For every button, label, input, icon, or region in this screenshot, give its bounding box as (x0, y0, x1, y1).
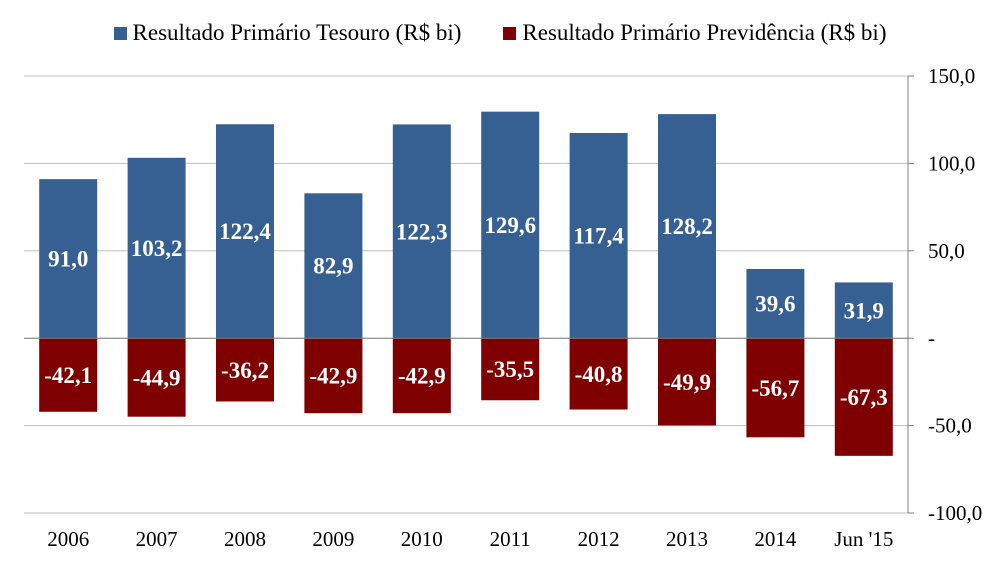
bar-previdencia (304, 338, 363, 414)
data-label-previdencia: -42,1 (44, 363, 92, 388)
bar-previdencia (569, 338, 628, 410)
bar-previdencia (481, 338, 540, 401)
legend-label-tesouro: Resultado Primário Tesouro (R$ bi) (132, 20, 462, 45)
data-label-tesouro: 122,4 (219, 219, 271, 244)
bar-tesouro (127, 157, 186, 339)
data-label-tesouro: 129,6 (484, 213, 536, 238)
legend-swatch-previdencia (503, 26, 517, 40)
y-tick-label: - (928, 326, 935, 350)
data-label-tesouro: 103,2 (131, 236, 183, 261)
x-tick-label: 2007 (136, 527, 178, 551)
bar-previdencia (39, 338, 98, 412)
x-tick-label: 2011 (490, 527, 531, 551)
data-label-tesouro: 117,4 (573, 224, 624, 249)
y-tick-label: 100,0 (928, 151, 975, 175)
bar-tesouro (834, 282, 893, 339)
x-tick-label: 2012 (578, 527, 620, 551)
data-label-tesouro: 82,9 (313, 254, 353, 279)
y-tick-label: 150,0 (928, 64, 975, 88)
data-label-previdencia: -56,7 (751, 376, 799, 401)
bar-tesouro (39, 179, 98, 339)
data-label-tesouro: 91,0 (48, 247, 88, 272)
data-label-previdencia: -35,5 (486, 357, 534, 382)
bar-previdencia (746, 338, 805, 438)
x-tick-label: Jun '15 (834, 527, 893, 551)
data-label-previdencia: -36,2 (221, 358, 269, 383)
y-tick-label: -100,0 (928, 501, 982, 525)
bar-tesouro (392, 124, 451, 339)
x-tick-label: 2006 (47, 527, 89, 551)
bar-previdencia (392, 338, 451, 414)
bar-tesouro (658, 114, 716, 339)
x-tick-label: 2014 (754, 527, 797, 551)
data-label-previdencia: -42,9 (309, 364, 357, 389)
bar-tesouro (216, 124, 274, 339)
data-label-tesouro: 122,3 (396, 219, 448, 244)
data-label-previdencia: -49,9 (663, 370, 711, 395)
x-tick-label: 2010 (401, 527, 443, 551)
x-tick-label: 2009 (312, 527, 354, 551)
data-label-previdencia: -42,9 (398, 364, 446, 389)
data-label-tesouro: 128,2 (661, 214, 713, 239)
data-label-previdencia: -44,9 (133, 365, 181, 390)
y-tick-label: 50,0 (928, 239, 965, 263)
legend-item-tesouro: Resultado Primário Tesouro (R$ bi) (113, 20, 462, 46)
legend-item-previdencia: Resultado Primário Previdência (R$ bi) (503, 20, 886, 46)
bar-tesouro (481, 111, 540, 339)
data-label-tesouro: 39,6 (755, 292, 795, 317)
bar-tesouro (746, 268, 805, 339)
y-tick-label: -50,0 (928, 414, 972, 438)
bar-tesouro (304, 193, 363, 339)
data-label-previdencia: -40,8 (575, 362, 623, 387)
x-tick-label: 2013 (666, 527, 708, 551)
legend-label-previdencia: Resultado Primário Previdência (R$ bi) (522, 20, 887, 45)
bar-previdencia (127, 338, 186, 417)
bar-tesouro (569, 132, 628, 339)
legend: Resultado Primário Tesouro (R$ bi) Resul… (0, 20, 1000, 46)
bar-previdencia (658, 338, 716, 426)
x-tick-label: 2008 (224, 527, 266, 551)
data-label-tesouro: 31,9 (844, 298, 884, 323)
legend-swatch-tesouro (113, 26, 127, 40)
bar-previdencia (216, 338, 274, 402)
bar-previdencia (834, 338, 893, 456)
data-label-previdencia: -67,3 (840, 385, 888, 410)
